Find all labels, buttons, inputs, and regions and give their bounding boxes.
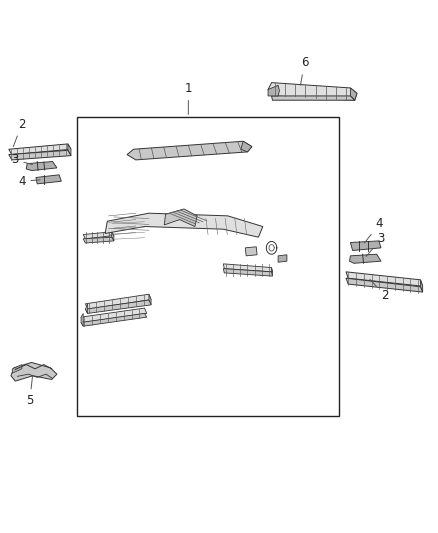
Polygon shape [127,141,252,160]
Polygon shape [26,161,57,171]
Polygon shape [223,269,272,276]
Polygon shape [245,247,257,256]
Text: 6: 6 [300,56,308,85]
Polygon shape [9,144,71,155]
Polygon shape [420,280,423,292]
Polygon shape [346,272,423,286]
Polygon shape [81,308,147,322]
Polygon shape [85,300,151,313]
Polygon shape [85,294,151,309]
Polygon shape [350,254,381,263]
Polygon shape [346,278,423,292]
Polygon shape [105,213,263,237]
Polygon shape [9,150,71,160]
Polygon shape [268,83,357,100]
Polygon shape [350,88,357,100]
Polygon shape [68,144,71,156]
Polygon shape [81,313,83,326]
Polygon shape [85,304,88,313]
Polygon shape [223,264,272,272]
Text: 3: 3 [366,232,385,256]
Polygon shape [164,209,197,227]
Text: 5: 5 [26,376,33,407]
Polygon shape [81,313,147,326]
Text: 2: 2 [13,118,26,147]
Text: 2: 2 [370,279,389,302]
Polygon shape [278,255,287,262]
Text: 4: 4 [18,175,40,188]
Polygon shape [112,232,114,241]
Polygon shape [12,365,22,373]
Polygon shape [11,362,57,381]
Polygon shape [268,85,279,96]
Polygon shape [241,141,252,152]
Polygon shape [350,241,381,251]
Polygon shape [149,294,151,305]
Text: 3: 3 [11,154,32,166]
Polygon shape [83,237,114,243]
Polygon shape [36,175,61,184]
Polygon shape [83,232,114,239]
Text: 4: 4 [364,217,383,243]
Bar [77,117,339,416]
Text: 1: 1 [184,82,192,115]
Polygon shape [272,96,355,100]
